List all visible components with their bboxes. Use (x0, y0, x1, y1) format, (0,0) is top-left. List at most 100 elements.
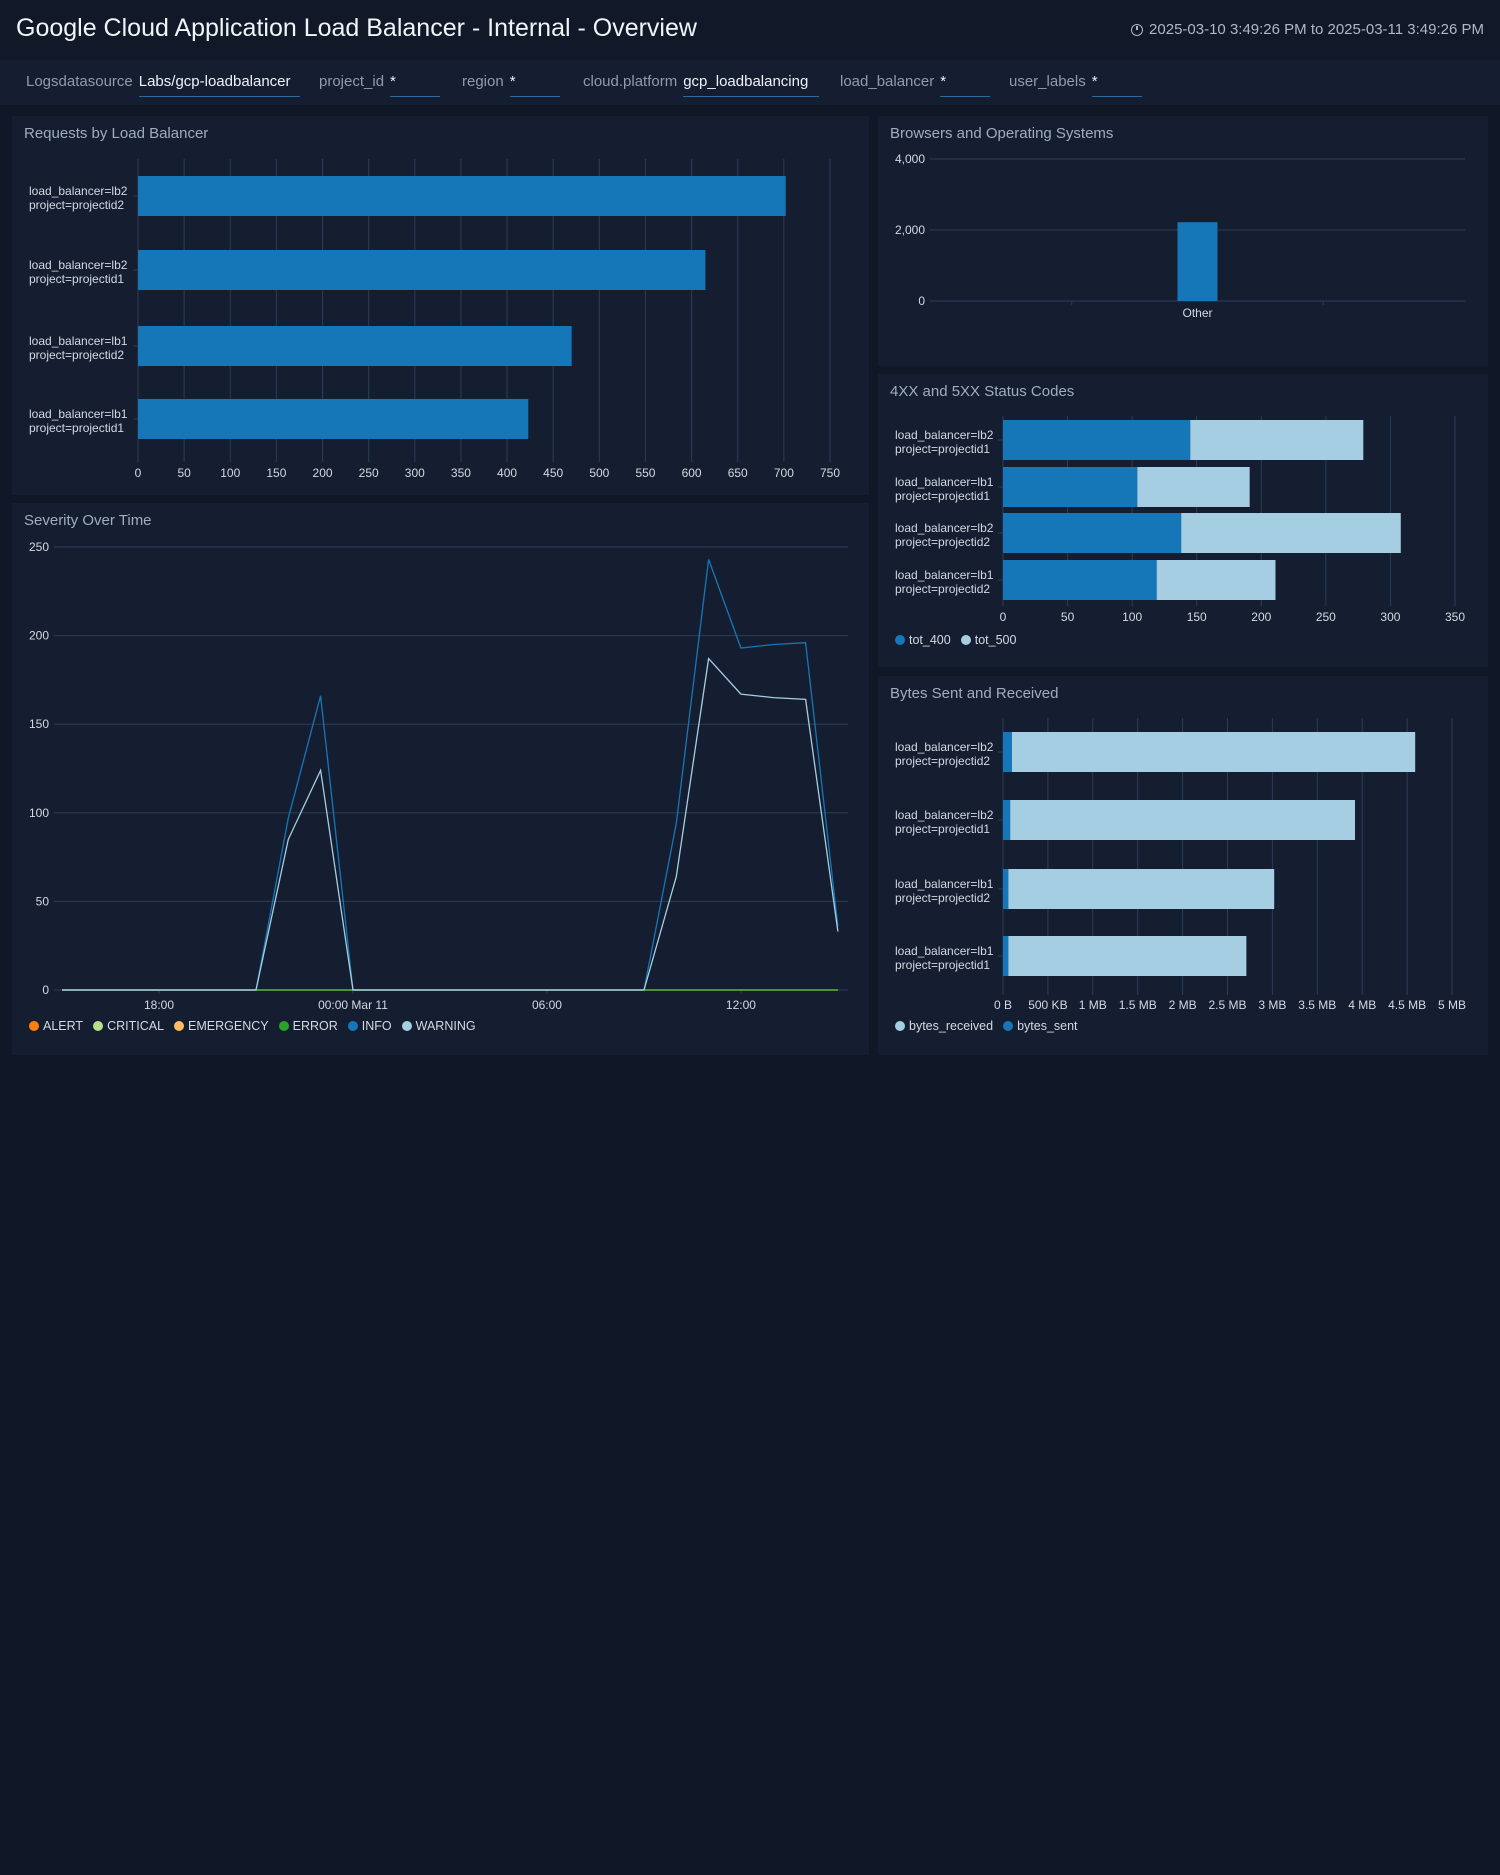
y-tick-label: project=projectid2 (895, 582, 990, 596)
filter-label: load_balancer (840, 73, 935, 90)
x-tick-label: 4 MB (1348, 998, 1376, 1012)
x-tick-label: 0 B (994, 998, 1012, 1012)
line-series-warning (62, 657, 839, 991)
status-codes-chart: 0 50 100 150 200 250 300 350load_balancer=lb2pr… (895, 416, 1465, 624)
x-tick-label: 0 (1000, 610, 1007, 624)
legend-item-bytes_received[interactable]: bytes_received (895, 1019, 993, 1033)
filter-value-input[interactable]: * (1091, 73, 1142, 97)
x-tick-label: 350 (451, 466, 471, 480)
filter-load-balancer[interactable]: load_balancer * (840, 73, 991, 97)
filter-value-input[interactable]: * (940, 73, 991, 97)
x-tick-label: 500 (589, 466, 609, 480)
y-tick-label: project=projectid1 (895, 442, 990, 456)
panel-title: Requests by Load Balancer (24, 125, 209, 142)
panel-bytes-sent-received: Bytes Sent and Received 0 B 500 KB 1 MB 1.5… (878, 676, 1488, 1055)
legend-label: ERROR (292, 1019, 338, 1033)
legend-label: ALERT (43, 1019, 84, 1033)
bar-tot-400 (1003, 513, 1182, 553)
x-tick-label: 2 MB (1169, 998, 1197, 1012)
line-series-info (62, 559, 839, 991)
y-tick-label: 0 (42, 983, 49, 997)
x-tick-label: 150 (266, 466, 286, 480)
y-tick-label: 50 (36, 894, 50, 908)
filter-label: user_labels (1009, 73, 1086, 90)
y-tick-label: load_balancer=lb1 (895, 877, 994, 891)
bar-requests (138, 326, 572, 366)
x-tick-label: 50 (177, 466, 191, 480)
filter-value-input[interactable]: Labs/gcp-loadbalancer (138, 73, 300, 97)
y-tick-label: load_balancer=lb2 (29, 184, 128, 198)
time-range-picker[interactable]: 2025-03-10 3:49:26 PM to 2025-03-11 3:49… (1131, 21, 1484, 38)
y-tick-label: load_balancer=lb1 (895, 944, 994, 958)
filter-cloud-platform[interactable]: cloud.platform gcp_loadbalancing (583, 73, 820, 97)
y-tick-label: 100 (29, 806, 49, 820)
y-tick-label: load_balancer=lb2 (895, 521, 994, 535)
x-tick-label: Other (1182, 306, 1212, 320)
chart-legend: bytes_received bytes_sent (895, 1019, 1078, 1033)
bar-bytes-received (1011, 732, 1416, 772)
y-tick-label: load_balancer=lb2 (895, 428, 994, 442)
bar-tot-400 (1003, 467, 1138, 507)
x-tick-label: 250 (359, 466, 379, 480)
page-title: Google Cloud Application Load Balancer -… (16, 14, 697, 42)
bar-bytes-sent (1003, 800, 1011, 840)
legend-item-warning[interactable]: WARNING (401, 1019, 476, 1033)
legend-dot-icon (174, 1021, 185, 1031)
x-tick-label: 1.5 MB (1119, 998, 1157, 1012)
legend-item-error[interactable]: ERROR (278, 1019, 338, 1033)
x-tick-label: 300 (405, 466, 425, 480)
legend-dot-icon (895, 635, 905, 645)
filter-label: Logsdatasource (26, 73, 133, 90)
bar-requests (138, 399, 529, 439)
legend-label: EMERGENCY (188, 1019, 269, 1033)
x-tick-label: 3 MB (1258, 998, 1286, 1012)
legend-dot-icon (401, 1021, 412, 1031)
filter-value-input[interactable]: gcp_loadbalancing (683, 73, 820, 97)
bar-other (1177, 222, 1218, 301)
filter-value-input[interactable]: * (390, 73, 441, 97)
filter-user-labels[interactable]: user_labels * (1009, 73, 1142, 97)
filter-project-id[interactable]: project_id * (319, 73, 441, 97)
bar-requests (138, 250, 706, 290)
legend-label: bytes_received (909, 1019, 994, 1033)
legend-dot-icon (960, 635, 971, 645)
y-tick-label: load_balancer=lb1 (895, 568, 994, 582)
legend-item-emergency[interactable]: EMERGENCY (174, 1019, 269, 1033)
legend-item-tot_500[interactable]: tot_500 (960, 633, 1016, 647)
dashboard-header: Google Cloud Application Load Balancer -… (0, 0, 1500, 60)
legend-dot-icon (347, 1021, 358, 1031)
legend-item-critical[interactable]: CRITICAL (93, 1019, 164, 1033)
y-tick-label: 4,000 (895, 152, 925, 166)
x-tick-label: 150 (1187, 610, 1207, 624)
y-tick-label: project=projectid2 (895, 754, 990, 768)
x-tick-label: 50 (1061, 610, 1075, 624)
y-tick-label: project=projectid1 (895, 489, 990, 503)
legend-item-alert[interactable]: ALERT (29, 1019, 83, 1033)
filter-region[interactable]: region * (462, 73, 560, 97)
legend-label: INFO (361, 1019, 392, 1033)
bar-bytes-received (1008, 869, 1275, 909)
y-tick-label: load_balancer=lb2 (895, 740, 994, 754)
panel-title: Severity Over Time (24, 512, 152, 529)
y-tick-label: load_balancer=lb1 (895, 475, 994, 489)
clock-icon (1131, 23, 1144, 36)
x-tick-label: 100 (1122, 610, 1142, 624)
panel-title: 4XX and 5XX Status Codes (890, 383, 1075, 400)
x-tick-label: 100 (220, 466, 240, 480)
bar-bytes-received (1010, 800, 1356, 840)
x-tick-label: 600 (682, 466, 702, 480)
filter-value-input[interactable]: * (509, 73, 560, 97)
legend-item-bytes_sent[interactable]: bytes_sent (1003, 1019, 1078, 1033)
filter-label: cloud.platform (583, 73, 678, 90)
y-tick-label: load_balancer=lb2 (29, 258, 128, 272)
legend-item-tot_400[interactable]: tot_400 (895, 633, 951, 647)
chart-legend: tot_400 tot_500 (895, 633, 1016, 647)
filter-logsdatasource[interactable]: Logsdatasource Labs/gcp-loadbalancer (26, 73, 300, 97)
x-tick-label: 250 (1316, 610, 1336, 624)
legend-item-info[interactable]: INFO (347, 1019, 392, 1033)
browsers-chart: 0 2,000 4,000 Other (895, 152, 1465, 320)
legend-dot-icon (895, 1021, 905, 1031)
x-tick-label: 650 (728, 466, 748, 480)
x-tick-label: 5 MB (1438, 998, 1466, 1012)
x-tick-label: 18:00 (144, 998, 174, 1012)
